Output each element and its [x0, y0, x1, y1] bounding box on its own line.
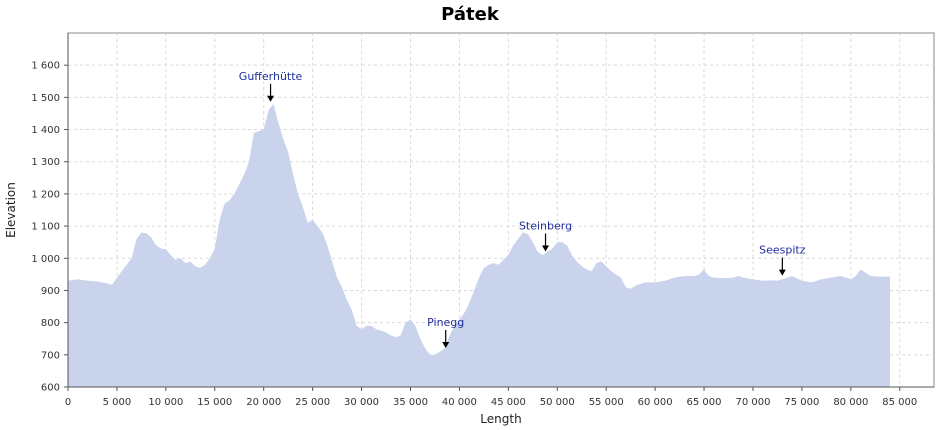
annotation: Gufferhütte	[239, 70, 303, 102]
annotation-arrow-head	[442, 341, 450, 348]
x-tick-label: 60 000	[638, 397, 673, 408]
x-tick-label: 85 000	[882, 397, 917, 408]
x-axis-title: Length	[480, 412, 521, 426]
y-tick-label: 600	[41, 383, 60, 394]
x-tick-label: 10 000	[148, 397, 183, 408]
y-tick-label: 1 500	[31, 93, 60, 104]
y-tick-label: 1 100	[31, 222, 60, 233]
y-tick-label: 800	[41, 318, 60, 329]
annotation: Pinegg	[427, 316, 464, 348]
x-tick-label: 70 000	[735, 397, 770, 408]
x-tick-label: 15 000	[197, 397, 232, 408]
y-tick-label: 900	[41, 286, 60, 297]
annotation-arrow-head	[542, 245, 550, 252]
annotation-label: Seespitz	[759, 244, 806, 257]
x-tick-label: 0	[65, 397, 71, 408]
x-tick-label: 20 000	[246, 397, 281, 408]
x-tick-label: 5 000	[103, 397, 132, 408]
y-tick-label: 1 600	[31, 61, 60, 72]
y-axis-title: Elevation	[4, 182, 18, 238]
annotation-arrow-head	[267, 95, 275, 102]
y-axis: 600 700 800 900 1 000 1 100 1 200 1 300 1 400 1 5…	[31, 33, 69, 394]
x-tick-label: 25 000	[295, 397, 330, 408]
annotation-label: Gufferhütte	[239, 70, 303, 83]
x-tick-label: 75 000	[784, 397, 819, 408]
annotation: Seespitz	[759, 244, 806, 276]
annotation: Steinberg	[519, 219, 572, 252]
x-tick-label: 40 000	[442, 397, 477, 408]
x-tick-label: 30 000	[344, 397, 379, 408]
x-tick-label: 35 000	[393, 397, 428, 408]
x-tick-label: 45 000	[491, 397, 526, 408]
annotation-arrow-head	[778, 269, 786, 276]
x-tick-label: 65 000	[687, 397, 722, 408]
y-tick-label: 1 200	[31, 189, 60, 200]
x-axis: 0 5 000 10 000 15 000 20 000 25 000 30 000 35 0…	[65, 386, 934, 408]
y-tick-label: 1 300	[31, 157, 60, 168]
x-tick-label: 80 000	[833, 397, 868, 408]
y-tick-label: 1 000	[31, 254, 60, 265]
y-tick-label: 700	[41, 350, 60, 361]
annotations: Gufferhütte Pinegg Steinberg Seespitz	[239, 70, 806, 348]
chart-title: Pátek	[441, 4, 500, 25]
elevation-area	[68, 103, 890, 388]
annotation-label: Steinberg	[519, 219, 572, 232]
annotation-label: Pinegg	[427, 316, 464, 329]
x-tick-label: 55 000	[589, 397, 624, 408]
x-tick-label: 50 000	[540, 397, 575, 408]
y-tick-label: 1 400	[31, 125, 60, 136]
